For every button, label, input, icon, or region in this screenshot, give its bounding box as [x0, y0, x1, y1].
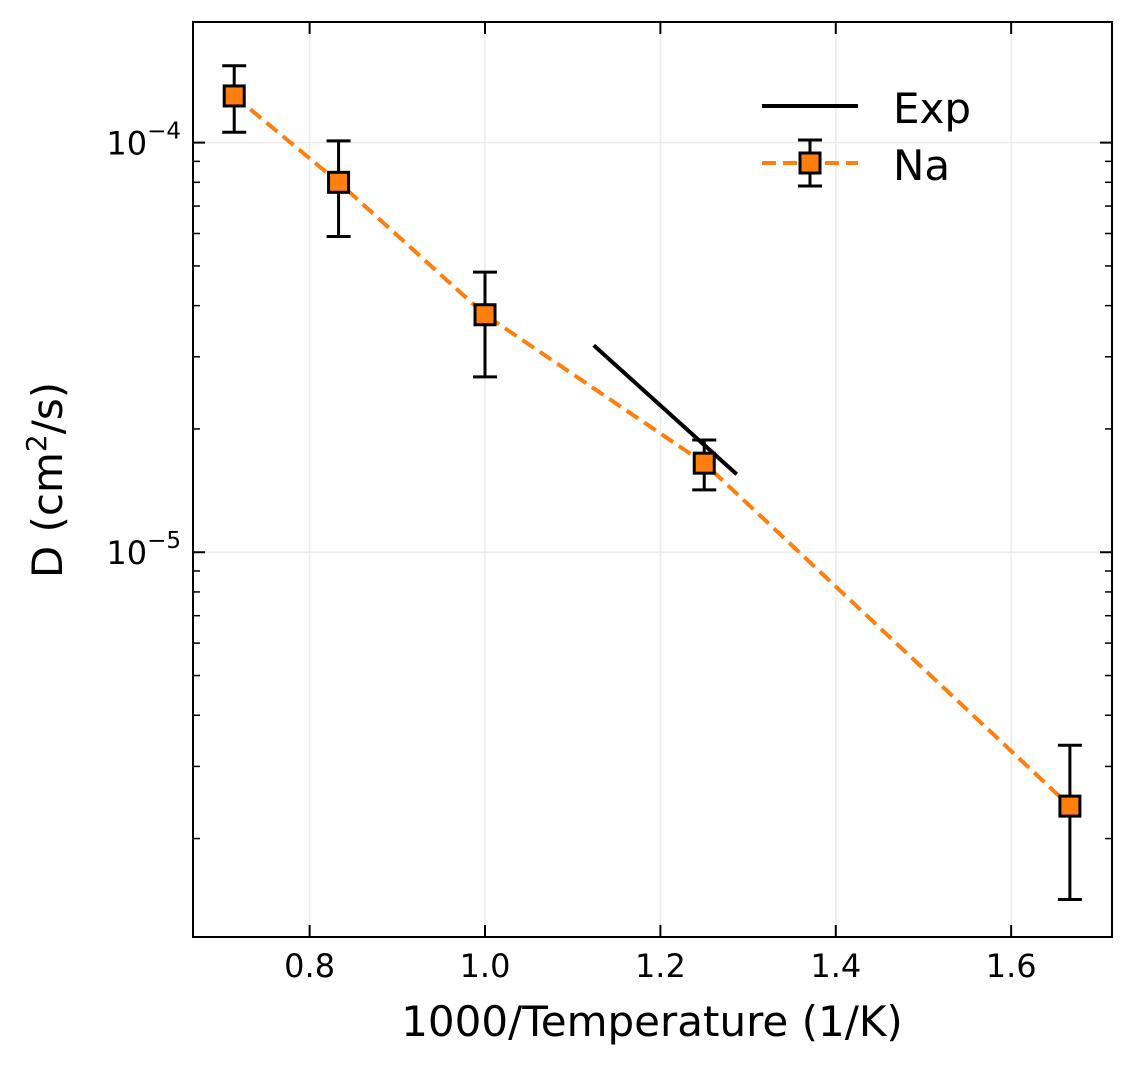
x-tick-label: 1.6	[986, 947, 1037, 985]
y-tick-label: 10−5	[106, 528, 181, 572]
x-tick-label: 1.2	[635, 947, 686, 985]
na-marker	[222, 84, 246, 108]
y-axis-ticks: 10−5 10−4	[106, 119, 1112, 840]
x-axis-ticks: 0.8 1.0 1.2 1.4 1.6	[284, 22, 1037, 985]
legend-na-label: Na	[893, 141, 950, 190]
plot-frame	[192, 21, 1113, 938]
series-layer	[222, 64, 1082, 901]
x-axis-label: 1000/Temperature (1/K)	[401, 997, 903, 1046]
x-tick-label: 0.8	[284, 947, 335, 985]
legend: Exp Na	[762, 84, 971, 190]
legend-na-marker	[798, 151, 822, 175]
y-tick-label: 10−4	[106, 119, 181, 163]
x-tick-label: 1.0	[460, 947, 511, 985]
grid-lines	[193, 22, 1112, 937]
legend-exp-label: Exp	[893, 84, 971, 133]
na-marker	[327, 170, 351, 194]
y-axis-label: D (cm2/s)	[20, 382, 72, 578]
na-marker	[692, 451, 716, 475]
na-marker	[1058, 794, 1082, 818]
na-marker	[473, 303, 497, 327]
na-line	[232, 94, 1072, 808]
x-tick-label: 1.4	[810, 947, 861, 985]
